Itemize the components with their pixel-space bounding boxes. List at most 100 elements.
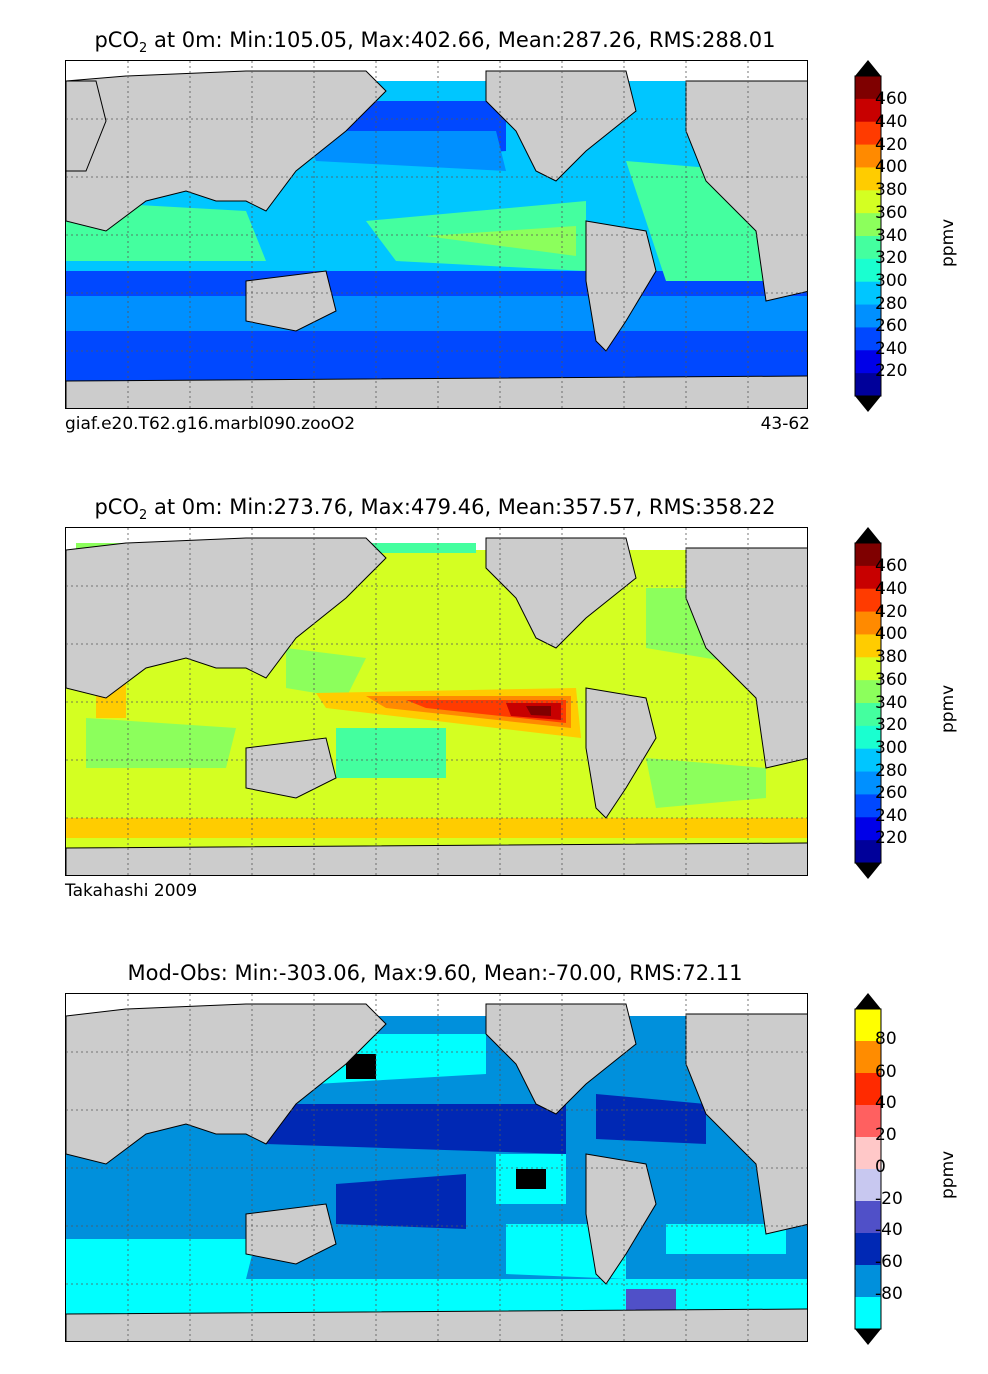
colorbar-swatch xyxy=(855,1105,881,1138)
land-masses xyxy=(66,70,807,408)
land-north-america xyxy=(485,70,637,182)
colorbar-swatch xyxy=(855,1137,881,1170)
land-eurasia-west xyxy=(66,537,387,699)
map-plot xyxy=(65,993,808,1342)
colorbar-extend-min xyxy=(855,396,881,412)
colorbar-tick: 260 xyxy=(875,316,908,336)
colorbar-tick: 460 xyxy=(875,89,908,109)
colorbar-swatch xyxy=(855,1073,881,1106)
colorbar-extend-max xyxy=(855,60,881,76)
colorbar-swatch xyxy=(855,1009,881,1042)
colorbar-swatch xyxy=(855,680,881,704)
colorbar-tick: -60 xyxy=(875,1252,903,1272)
colorbar-swatch xyxy=(855,634,881,658)
colorbar-swatch xyxy=(855,1297,881,1330)
map-svg xyxy=(66,994,807,1341)
colorbar-tick: 440 xyxy=(875,579,908,599)
contour-band-460 xyxy=(526,706,551,716)
colorbar-swatch xyxy=(855,657,881,681)
land-masses xyxy=(66,537,807,875)
contour-band-minus-100 xyxy=(66,1279,807,1314)
land-antarctica xyxy=(66,842,807,875)
colorbar-swatch xyxy=(855,304,881,328)
colorbar-swatch xyxy=(855,121,881,146)
colorbar-tick: 280 xyxy=(875,294,908,314)
colorbar-swatch xyxy=(855,748,881,773)
colorbar-tick: 0 xyxy=(875,1157,886,1177)
colorbar-tick: -20 xyxy=(875,1189,903,1209)
colorbar-swatch xyxy=(855,190,881,214)
years-label: 43-62 xyxy=(760,414,810,434)
land-europe-africa xyxy=(685,547,807,769)
colorbar-swatch xyxy=(855,281,881,306)
contour-band-340 xyxy=(646,758,766,808)
colorbar-tick: 320 xyxy=(875,248,908,268)
land-europe-africa xyxy=(685,1013,807,1235)
contour-band-minus-60 xyxy=(336,1174,466,1229)
colorbar-tick: 240 xyxy=(875,806,908,826)
panel-title: Mod-Obs: Min:-303.06, Max:9.60, Mean:-70… xyxy=(127,961,743,985)
colorbar-unit: ppmv xyxy=(938,1150,958,1199)
contour-band-340 xyxy=(286,648,366,698)
land-south-america xyxy=(585,220,657,352)
colorbar-tick: 340 xyxy=(875,693,908,713)
colorbar-tick: 360 xyxy=(875,203,908,223)
colorbar-tick: 400 xyxy=(875,157,908,177)
gridlines xyxy=(66,994,807,1341)
colorbar-swatch xyxy=(855,144,881,168)
land-australia xyxy=(245,1203,337,1265)
contour-band-340 xyxy=(86,718,236,768)
colorbar-swatch xyxy=(855,588,881,613)
colorbar-unit: ppmv xyxy=(938,218,958,267)
colorbar-extend-max xyxy=(855,527,881,543)
colorbar xyxy=(854,993,882,1345)
land-eurasia-west xyxy=(66,70,387,232)
land-eurasia-west xyxy=(66,1003,387,1165)
colorbar-extend-max xyxy=(855,993,881,1009)
contour-band-min xyxy=(346,1054,376,1079)
colorbar-tick: 460 xyxy=(875,556,908,576)
colorbar-swatch xyxy=(855,817,881,841)
land-south-america xyxy=(585,687,657,819)
colorbar-tick: 320 xyxy=(875,715,908,735)
contour-band-380 xyxy=(66,818,807,838)
map-svg xyxy=(66,61,807,408)
map-plot xyxy=(65,527,808,876)
panel-title: pCO2 at 0m: Min:105.05, Max:402.66, Mean… xyxy=(94,28,776,57)
colorbar-swatch xyxy=(855,1169,881,1202)
colorbar-tick: 280 xyxy=(875,761,908,781)
colorbar-tick: 360 xyxy=(875,670,908,690)
colorbar-swatch xyxy=(855,840,881,864)
colorbar-tick: 420 xyxy=(875,602,908,622)
contour-band-340 xyxy=(426,226,576,256)
colorbar-swatch xyxy=(855,98,881,123)
land-antarctica xyxy=(66,1308,807,1341)
contour-band-260 xyxy=(66,331,807,381)
contour-band-minus-100 xyxy=(66,1239,256,1279)
colorbar-swatch xyxy=(855,725,881,750)
colorbar-tick: 240 xyxy=(875,339,908,359)
panel-title: pCO2 at 0m: Min:273.76, Max:479.46, Mean… xyxy=(94,495,776,524)
case-label: giaf.e20.T62.g16.marbl090.zooO2 xyxy=(65,414,356,434)
land-north-america xyxy=(485,537,637,649)
land-australia xyxy=(245,270,337,332)
colorbar-swatch xyxy=(855,1041,881,1074)
contour-band-minus-60 xyxy=(596,1094,706,1144)
source-label: Takahashi 2009 xyxy=(65,881,198,901)
map-svg xyxy=(66,528,807,875)
colorbar-frame xyxy=(854,75,882,397)
colorbar-tick: 420 xyxy=(875,135,908,155)
colorbar-tick: 40 xyxy=(875,1093,897,1113)
colorbar-svg xyxy=(854,527,882,879)
colorbar-swatch xyxy=(855,1265,881,1298)
colorbar xyxy=(854,527,882,879)
colorbar-tick: 220 xyxy=(875,361,908,381)
colorbar-tick: 440 xyxy=(875,112,908,132)
colorbar-tick: -80 xyxy=(875,1284,903,1304)
colorbar xyxy=(854,60,882,412)
gridlines xyxy=(66,61,807,408)
gridlines xyxy=(66,528,807,875)
colorbar-tick: 380 xyxy=(875,180,908,200)
colorbar-frame xyxy=(854,542,882,864)
colorbar-extend-min xyxy=(855,863,881,879)
